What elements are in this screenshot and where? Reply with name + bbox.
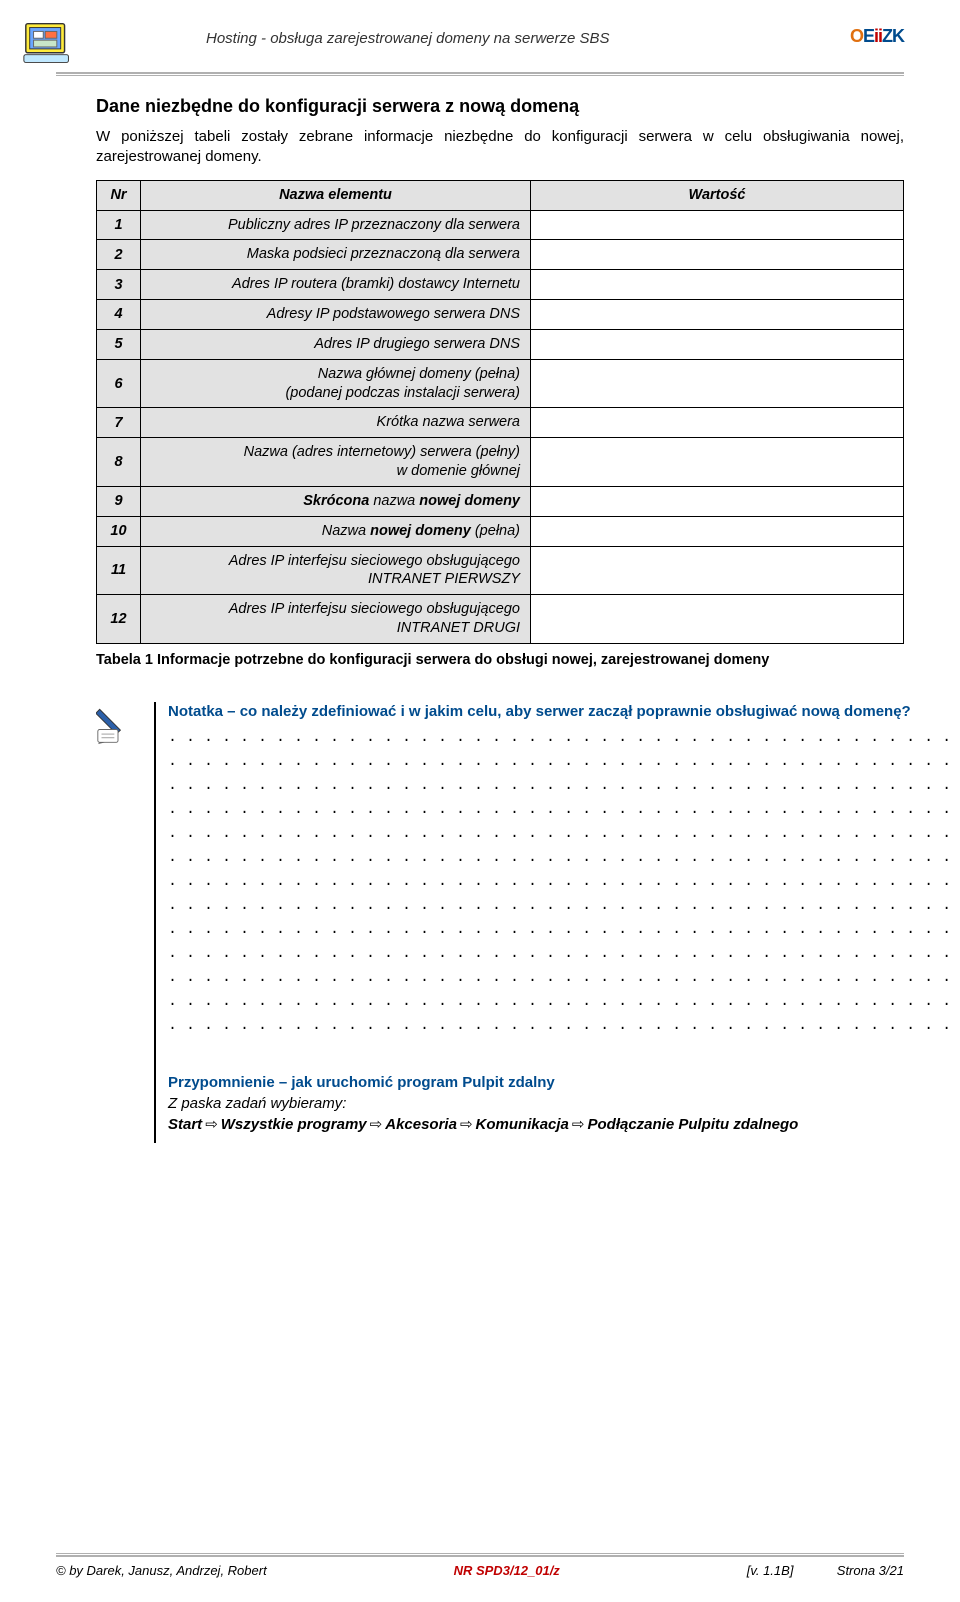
row-nr: 1: [97, 210, 141, 240]
pen-icon: [96, 702, 140, 746]
table-row: 1Publiczny adres IP przeznaczony dla ser…: [97, 210, 904, 240]
dotted-line: . . . . . . . . . . . . . . . . . . . . …: [168, 846, 960, 870]
dotted-line: . . . . . . . . . . . . . . . . . . . . …: [168, 1014, 960, 1038]
row-nr: 4: [97, 300, 141, 330]
table-row: 4Adresy IP podstawowego serwera DNS: [97, 300, 904, 330]
row-label: Adres IP routera (bramki) dostawcy Inter…: [141, 270, 531, 300]
col-value: Wartość: [531, 180, 904, 210]
arrow-icon: ⇨: [569, 1114, 588, 1135]
intro-paragraph: W poniższej tabeli zostały zebrane infor…: [96, 127, 904, 168]
row-value: [531, 210, 904, 240]
footer-pager: [v. 1.1B] Strona 3/21: [747, 1563, 904, 1578]
row-value: [531, 486, 904, 516]
row-value: [531, 359, 904, 408]
dotted-line: . . . . . . . . . . . . . . . . . . . . …: [168, 942, 960, 966]
col-label: Nazwa elementu: [141, 180, 531, 210]
row-label: Nazwa nowej domeny (pełna): [141, 516, 531, 546]
arrow-icon: ⇨: [202, 1114, 221, 1135]
row-nr: 10: [97, 516, 141, 546]
table-caption: Tabela 1 Informacje potrzebne do konfigu…: [96, 652, 904, 668]
row-value: [531, 329, 904, 359]
dotted-line: . . . . . . . . . . . . . . . . . . . . …: [168, 798, 960, 822]
row-value: [531, 240, 904, 270]
table-row: 2Maska podsieci przeznaczoną dla serwera: [97, 240, 904, 270]
header-rule: [56, 72, 904, 74]
table-row: 6Nazwa głównej domeny (pełna)(podanej po…: [97, 359, 904, 408]
row-label: Adres IP interfejsu sieciowego obsługują…: [141, 546, 531, 595]
arrow-icon: ⇨: [457, 1114, 476, 1135]
table-row: 7Krótka nazwa serwera: [97, 408, 904, 438]
row-label: Maska podsieci przeznaczoną dla serwera: [141, 240, 531, 270]
row-value: [531, 408, 904, 438]
row-label: Skrócona nazwa nowej domeny: [141, 486, 531, 516]
row-value: [531, 546, 904, 595]
table-row: 9Skrócona nazwa nowej domeny: [97, 486, 904, 516]
row-nr: 12: [97, 595, 141, 644]
row-value: [531, 438, 904, 487]
row-value: [531, 300, 904, 330]
row-nr: 6: [97, 359, 141, 408]
dotted-line: . . . . . . . . . . . . . . . . . . . . …: [168, 990, 960, 1014]
row-value: [531, 270, 904, 300]
table-row: 11Adres IP interfejsu sieciowego obsługu…: [97, 546, 904, 595]
row-nr: 7: [97, 408, 141, 438]
table-row: 3Adres IP routera (bramki) dostawcy Inte…: [97, 270, 904, 300]
row-label: Krótka nazwa serwera: [141, 408, 531, 438]
table-row: 8Nazwa (adres internetowy) serwera (pełn…: [97, 438, 904, 487]
page-footer: © by Darek, Janusz, Andrzej, Robert NR S…: [56, 1553, 904, 1578]
row-nr: 5: [97, 329, 141, 359]
page-header: Hosting - obsługa zarejestrowanej domeny…: [56, 20, 904, 68]
row-label: Adres IP drugiego serwera DNS: [141, 329, 531, 359]
reminder-path: Start ⇨ Wszystkie programy ⇨ Akcesoria ⇨…: [168, 1114, 960, 1135]
dotted-line: . . . . . . . . . . . . . . . . . . . . …: [168, 774, 960, 798]
row-value: [531, 516, 904, 546]
arrow-icon: ⇨: [367, 1114, 386, 1135]
table-row: 12Adres IP interfejsu sieciowego obsługu…: [97, 595, 904, 644]
dotted-line: . . . . . . . . . . . . . . . . . . . . …: [168, 918, 960, 942]
row-nr: 3: [97, 270, 141, 300]
reminder-title: Przypomnienie – jak uruchomić program Pu…: [168, 1072, 960, 1093]
row-nr: 9: [97, 486, 141, 516]
brand-logo: OEiiZK: [850, 26, 904, 47]
note-title: Notatka – co należy zdefiniować i w jaki…: [168, 702, 960, 722]
dotted-line: . . . . . . . . . . . . . . . . . . . . …: [168, 822, 960, 846]
reminder-block: Przypomnienie – jak uruchomić program Pu…: [168, 1072, 960, 1135]
dotted-line: . . . . . . . . . . . . . . . . . . . . …: [168, 726, 960, 750]
content-area: Dane niezbędne do konfiguracji serwera z…: [56, 76, 904, 1143]
row-label: Publiczny adres IP przeznaczony dla serw…: [141, 210, 531, 240]
config-table: Nr Nazwa elementu Wartość 1Publiczny adr…: [96, 180, 904, 645]
footer-rule: [56, 1555, 904, 1557]
row-nr: 2: [97, 240, 141, 270]
note-body: Notatka – co należy zdefiniować i w jaki…: [154, 702, 960, 1143]
table-header-row: Nr Nazwa elementu Wartość: [97, 180, 904, 210]
dotted-line: . . . . . . . . . . . . . . . . . . . . …: [168, 750, 960, 774]
footer-docid: NR SPD3/12_01/z: [454, 1563, 560, 1578]
dotted-line: . . . . . . . . . . . . . . . . . . . . …: [168, 966, 960, 990]
row-nr: 8: [97, 438, 141, 487]
row-nr: 11: [97, 546, 141, 595]
row-value: [531, 595, 904, 644]
footer-rule: [56, 1553, 904, 1554]
table-row: 5Adres IP drugiego serwera DNS: [97, 329, 904, 359]
section-title: Dane niezbędne do konfiguracji serwera z…: [96, 96, 904, 117]
row-label: Adresy IP podstawowego serwera DNS: [141, 300, 531, 330]
computer-icon: [20, 14, 82, 76]
footer-authors: © by Darek, Janusz, Andrzej, Robert: [56, 1563, 267, 1578]
dotted-line: . . . . . . . . . . . . . . . . . . . . …: [168, 894, 960, 918]
col-nr: Nr: [97, 180, 141, 210]
row-label: Nazwa (adres internetowy) serwera (pełny…: [141, 438, 531, 487]
note-block: Notatka – co należy zdefiniować i w jaki…: [96, 698, 904, 1143]
dotted-line: . . . . . . . . . . . . . . . . . . . . …: [168, 870, 960, 894]
row-label: Adres IP interfejsu sieciowego obsługują…: [141, 595, 531, 644]
table-row: 10Nazwa nowej domeny (pełna): [97, 516, 904, 546]
header-title: Hosting - obsługa zarejestrowanej domeny…: [206, 30, 610, 47]
row-label: Nazwa głównej domeny (pełna)(podanej pod…: [141, 359, 531, 408]
reminder-subtitle: Z paska zadań wybieramy:: [168, 1093, 960, 1114]
